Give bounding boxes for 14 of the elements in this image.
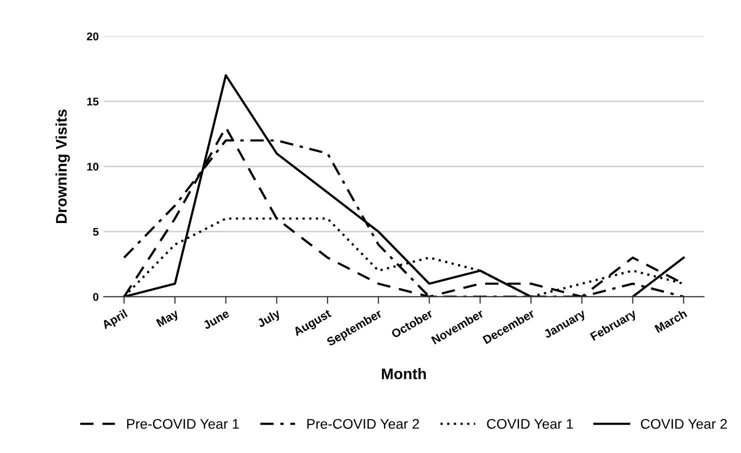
y-tick-label: 10 [87, 162, 98, 171]
y-tick-label: 0 [93, 292, 98, 301]
legend-label: Pre-COVID Year 1 [127, 418, 239, 429]
x-tick-label: May [156, 308, 180, 330]
legend-label: Pre-COVID Year 2 [307, 418, 419, 429]
y-tick-label: 15 [87, 98, 99, 106]
y-tick-label: 5 [93, 228, 99, 236]
y-axis-title: Drowning Visits [56, 110, 70, 224]
x-tick-label: July [256, 308, 282, 330]
legend-label: COVID Year 2 [640, 418, 727, 429]
y-tick-label: 20 [86, 32, 98, 40]
legend-label: COVID Year 1 [487, 418, 573, 429]
x-tick-label: June [202, 309, 230, 330]
x-axis-title: Month [382, 368, 426, 380]
